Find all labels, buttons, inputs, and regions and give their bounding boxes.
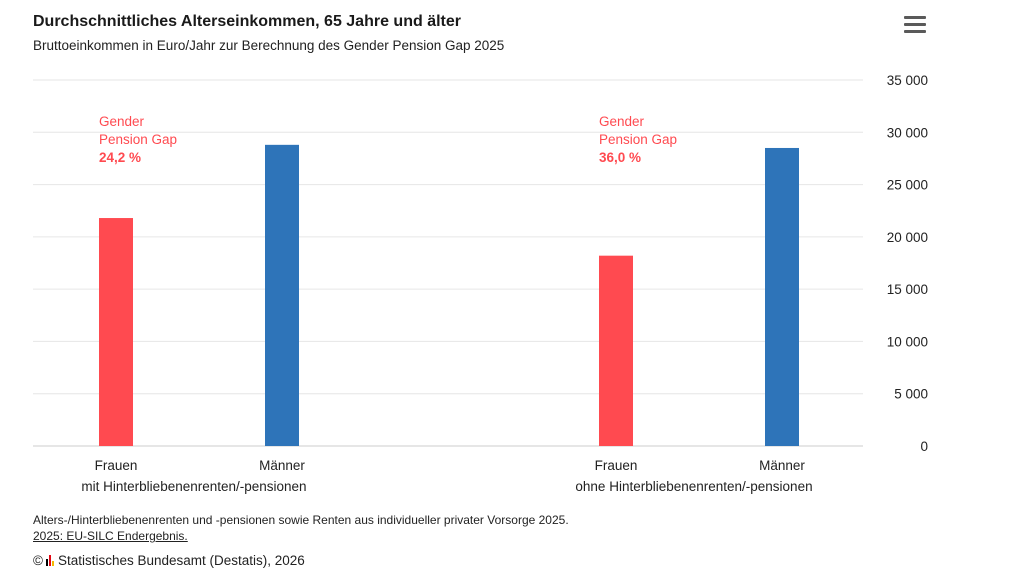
x-tick-label: Männer (759, 458, 805, 473)
x-tick-label: Frauen (595, 458, 638, 473)
chart-footnote: Alters-/Hinterbliebenenrenten und -pensi… (33, 513, 569, 527)
bar-chart: 0 5 000 10 000 15 000 20 000 25 000 30 000 35 0… (33, 73, 928, 494)
copyright-text: Statistisches Bundesamt (Destatis), 2026 (57, 553, 305, 568)
x-tick-label: Männer (259, 458, 305, 473)
gap-annotation-line1: Gender (99, 114, 145, 129)
source-link[interactable]: 2025: EU-SILC Endergebnis. (33, 529, 188, 543)
y-tick-label: 35 000 (887, 73, 928, 88)
copyright-symbol: © (33, 553, 43, 568)
y-tick-label: 15 000 (887, 282, 928, 297)
y-tick-label: 0 (920, 439, 928, 454)
gap-annotation-value: 36,0 % (599, 150, 641, 165)
chart-subtitle: Bruttoeinkommen in Euro/Jahr zur Berechn… (33, 38, 505, 53)
chart-title: Durchschnittliches Alterseinkommen, 65 J… (33, 13, 461, 30)
copyright: © Statistisches Bundesamt (Destatis), 20… (33, 553, 305, 568)
y-tick-label: 20 000 (887, 230, 928, 245)
destatis-logo-icon (45, 555, 55, 566)
x-tick-label: Frauen (95, 458, 138, 473)
group-label: mit Hinterbliebenenrenten/-pensionen (81, 479, 306, 494)
bar-maenner (265, 144, 299, 446)
bar-frauen (99, 218, 133, 446)
y-tick-label: 10 000 (887, 334, 928, 349)
group-label: ohne Hinterbliebenenrenten/-pensionen (575, 479, 812, 494)
gap-annotation-line2: Pension Gap (599, 132, 677, 147)
y-tick-label: 30 000 (887, 125, 928, 140)
gap-annotation-value: 24,2 % (99, 150, 141, 165)
gap-annotation-line1: Gender (599, 114, 645, 129)
hamburger-menu-icon[interactable] (904, 16, 926, 36)
y-tick-label: 25 000 (887, 178, 928, 193)
y-tick-label: 5 000 (894, 387, 928, 402)
gap-annotation-line2: Pension Gap (99, 132, 177, 147)
bar-maenner (765, 147, 799, 446)
bar-frauen (599, 255, 633, 446)
